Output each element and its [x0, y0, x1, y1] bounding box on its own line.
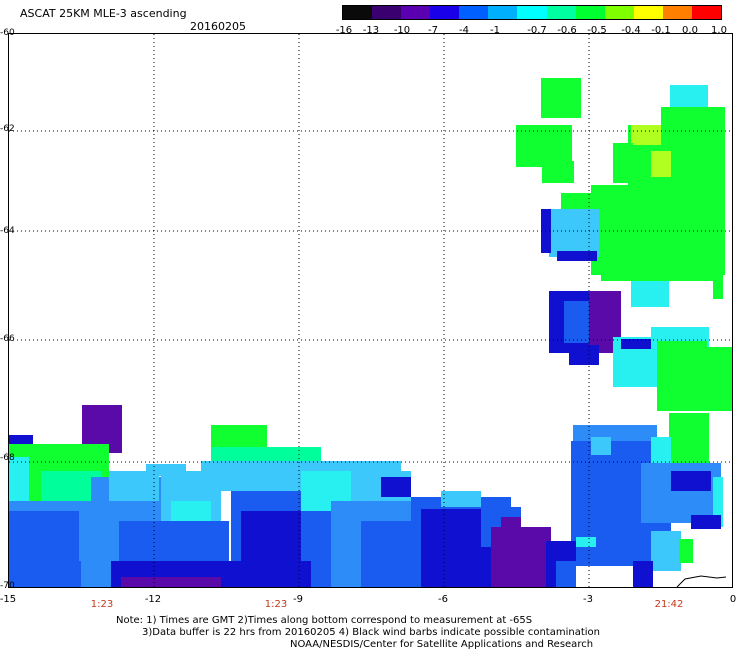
wind-cell	[569, 345, 599, 365]
colorbar-swatch	[459, 6, 489, 19]
latitude-label: -60	[0, 28, 15, 38]
wind-cell	[556, 561, 576, 587]
colorbar-swatch	[662, 6, 692, 19]
time-label: 1:23	[264, 599, 288, 610]
colorbar-swatch	[575, 6, 605, 19]
wind-cell	[601, 251, 721, 281]
wind-cell	[441, 491, 481, 507]
colorbar-label: -1	[490, 25, 500, 36]
wind-cell	[713, 273, 723, 299]
wind-cell	[516, 125, 572, 167]
longitude-label: -9	[293, 594, 303, 605]
colorbar-label: -0.6	[557, 25, 577, 36]
wind-cell	[651, 151, 671, 177]
map-plot-area	[8, 33, 733, 588]
colorbar-label: -0.5	[587, 25, 607, 36]
colorbar-label: -10	[393, 25, 411, 36]
colorbar-label: -16	[335, 25, 353, 36]
colorbar-label: -0.7	[527, 25, 547, 36]
latitude-label: -70	[0, 581, 15, 591]
latitude-label: -64	[0, 226, 15, 236]
wind-cell	[687, 381, 707, 411]
longitude-label: -6	[438, 594, 448, 605]
note-line-2: 3)Data buffer is 22 hrs from 20160205 4)…	[142, 627, 600, 638]
wind-cell	[541, 78, 581, 118]
colorbar-swatch	[691, 6, 722, 19]
longitude-label: -12	[144, 594, 162, 605]
wind-cell	[501, 517, 521, 537]
wind-cell	[542, 161, 574, 183]
wind-field-map	[9, 34, 732, 587]
wind-cell	[631, 281, 669, 307]
latitude-label: -66	[0, 334, 15, 344]
longitude-label: 0	[729, 594, 737, 605]
colorbar-label: -4	[459, 25, 469, 36]
colorbar-label: -0.1	[651, 25, 671, 36]
wind-cell	[669, 413, 709, 463]
note-line-3: NOAA/NESDIS/Center for Satellite Applica…	[290, 639, 594, 650]
colorbar-swatch	[372, 6, 402, 19]
wind-cell	[561, 193, 591, 209]
colorbar-swatch	[401, 6, 431, 19]
wind-cell	[21, 561, 81, 587]
colorbar-swatch	[633, 6, 663, 19]
wind-cell	[651, 531, 681, 571]
wind-cell	[591, 437, 611, 455]
colorbar-label: 0.0	[682, 25, 698, 36]
colorbar-swatch	[343, 6, 373, 19]
wind-cell	[621, 339, 661, 349]
longitude-label: -15	[0, 594, 17, 605]
chart-title: ASCAT 25KM MLE-3 ascending	[20, 7, 187, 20]
wind-cell	[549, 209, 599, 257]
colorbar	[342, 5, 722, 20]
colorbar-label: 1.0	[711, 25, 727, 36]
wind-cell	[381, 477, 411, 497]
colorbar-label: -0.4	[621, 25, 641, 36]
wind-cell	[557, 251, 597, 261]
time-label: 21:42	[654, 599, 684, 610]
colorbar-label: -13	[362, 25, 380, 36]
wind-cell	[713, 477, 723, 527]
wind-cell	[613, 143, 633, 183]
wind-cell	[651, 437, 671, 467]
coastline	[676, 575, 727, 587]
colorbar-swatch	[604, 6, 634, 19]
wind-cell	[421, 509, 491, 587]
wind-cell	[671, 471, 711, 491]
chart-date: 20160205	[190, 20, 246, 33]
colorbar-swatch	[488, 6, 518, 19]
wind-cell	[670, 85, 708, 109]
wind-cell	[576, 537, 596, 547]
wind-cell	[9, 457, 29, 507]
wind-cell	[9, 435, 33, 445]
latitude-label: -68	[0, 453, 15, 463]
colorbar-swatch	[517, 6, 547, 19]
note-line-1: Note: 1) Times are GMT 2)Times along bot…	[116, 615, 533, 626]
wind-cell	[679, 539, 693, 563]
latitude-label: -62	[0, 124, 15, 134]
wind-cell	[691, 515, 721, 529]
wind-cell	[631, 125, 661, 145]
colorbar-swatch	[546, 6, 576, 19]
longitude-label: -3	[583, 594, 593, 605]
colorbar-label: -7	[428, 25, 438, 36]
time-label: 1:23	[90, 599, 114, 610]
wind-cell	[121, 577, 221, 587]
colorbar-swatch	[430, 6, 460, 19]
wind-cell	[633, 561, 653, 587]
